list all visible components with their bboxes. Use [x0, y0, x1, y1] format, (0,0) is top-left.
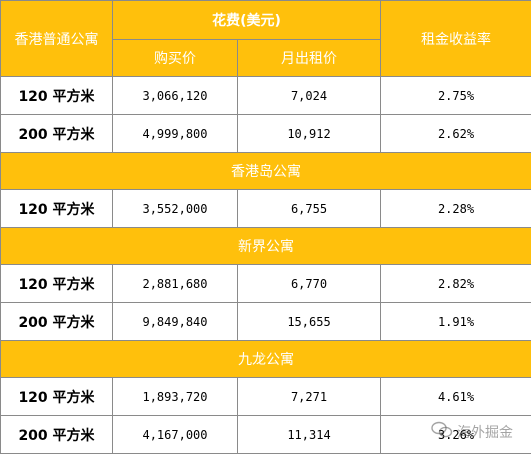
table-row: 200 平方米 4,167,000 11,314 3.26% [0, 415, 531, 454]
rent-cell: 6,755 [236, 189, 382, 228]
section-header-row: 新界公寓 [0, 227, 531, 265]
header-row-2: 购买价 月出租价 [1, 39, 531, 77]
rent-cell: 11,314 [236, 415, 382, 454]
header-cost-group: 花费(美元) [111, 0, 382, 40]
table-row: 120 平方米 1,893,720 7,271 4.61% [0, 377, 531, 416]
yield-cell: 2.75% [380, 76, 531, 115]
header-monthly-rent: 月出租价 [236, 39, 382, 77]
price-cell: 3,552,000 [112, 189, 238, 228]
header-purchase-price: 购买价 [112, 39, 238, 77]
header-row-1: 香港普通公寓 花费(美元) 租金收益率 [0, 0, 531, 77]
table-row: 200 平方米 4,999,800 10,912 2.62% [0, 114, 531, 153]
size-cell: 120 平方米 [0, 264, 113, 303]
size-cell: 200 平方米 [0, 114, 113, 153]
price-cell: 3,066,120 [112, 76, 238, 115]
price-cell: 4,999,800 [112, 114, 238, 153]
yield-cell: 2.28% [380, 189, 531, 228]
section-title: 香港岛公寓 [0, 152, 531, 190]
table-row: 120 平方米 3,066,120 7,024 2.75% [0, 76, 531, 115]
yield-cell: 4.61% [380, 377, 531, 416]
table-row: 120 平方米 2,881,680 6,770 2.82% [0, 264, 531, 303]
section-title: 九龙公寓 [0, 340, 531, 378]
rent-cell: 6,770 [236, 264, 382, 303]
yield-cell: 1.91% [380, 302, 531, 341]
size-cell: 120 平方米 [0, 76, 113, 115]
size-cell: 120 平方米 [0, 377, 113, 416]
rent-cell: 15,655 [236, 302, 382, 341]
section-title: 新界公寓 [0, 227, 531, 265]
price-cell: 4,167,000 [112, 415, 238, 454]
yield-cell: 2.82% [380, 264, 531, 303]
rent-cell: 7,024 [236, 76, 382, 115]
section-header-row: 香港岛公寓 [0, 152, 531, 190]
size-cell: 200 平方米 [0, 302, 113, 341]
table-row: 120 平方米 3,552,000 6,755 2.28% [0, 189, 531, 228]
price-cell: 2,881,680 [112, 264, 238, 303]
rent-cell: 7,271 [236, 377, 382, 416]
rent-cell: 10,912 [236, 114, 382, 153]
price-cell: 1,893,720 [112, 377, 238, 416]
table-row: 200 平方米 9,849,840 15,655 1.91% [0, 302, 531, 341]
size-cell: 200 平方米 [0, 415, 113, 454]
header-apartment-type: 香港普通公寓 [0, 0, 113, 77]
yield-cell: 3.26% [380, 415, 531, 454]
header-rental-yield: 租金收益率 [380, 0, 531, 77]
yield-cell: 2.62% [380, 114, 531, 153]
section-header-row: 九龙公寓 [0, 340, 531, 378]
price-cell: 9,849,840 [112, 302, 238, 341]
size-cell: 120 平方米 [0, 189, 113, 228]
